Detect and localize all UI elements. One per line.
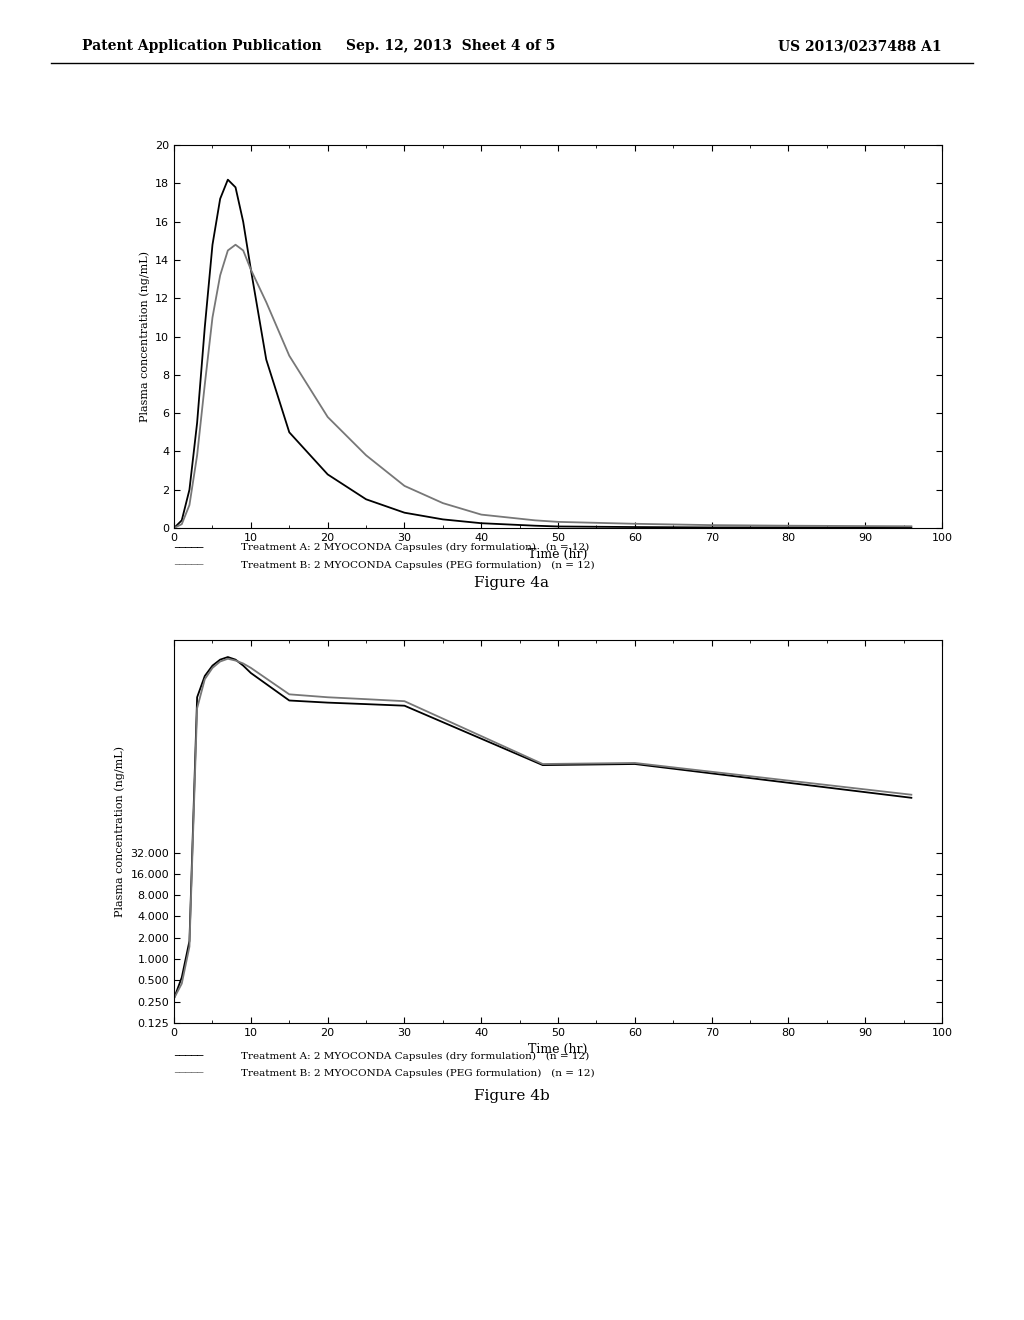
Text: Sep. 12, 2013  Sheet 4 of 5: Sep. 12, 2013 Sheet 4 of 5: [346, 40, 555, 53]
Text: Treatment B: 2 MYOCONDA Capsules (PEG formulation)   (n = 12): Treatment B: 2 MYOCONDA Capsules (PEG fo…: [241, 1069, 594, 1077]
Text: ─────: ─────: [174, 560, 204, 570]
Text: Treatment A: 2 MYOCONDA Capsules (dry formulation)   (n = 12): Treatment A: 2 MYOCONDA Capsules (dry fo…: [241, 544, 589, 552]
X-axis label: Time (hr): Time (hr): [528, 548, 588, 561]
Text: Treatment B: 2 MYOCONDA Capsules (PEG formulation)   (n = 12): Treatment B: 2 MYOCONDA Capsules (PEG fo…: [241, 561, 594, 569]
Text: ─────: ─────: [174, 1068, 204, 1078]
Text: Figure 4a: Figure 4a: [474, 577, 550, 590]
Text: Treatment A: 2 MYOCONDA Capsules (dry formulation)   (n = 12): Treatment A: 2 MYOCONDA Capsules (dry fo…: [241, 1052, 589, 1060]
Text: Figure 4b: Figure 4b: [474, 1089, 550, 1102]
Text: ─────: ─────: [174, 543, 204, 553]
Text: Patent Application Publication: Patent Application Publication: [82, 40, 322, 53]
Y-axis label: Plasma concentration (ng/mL): Plasma concentration (ng/mL): [139, 251, 150, 422]
X-axis label: Time (hr): Time (hr): [528, 1043, 588, 1056]
Text: US 2013/0237488 A1: US 2013/0237488 A1: [778, 40, 942, 53]
Y-axis label: Plasma concentration (ng/mL): Plasma concentration (ng/mL): [115, 746, 125, 917]
Text: ─────: ─────: [174, 1051, 204, 1061]
